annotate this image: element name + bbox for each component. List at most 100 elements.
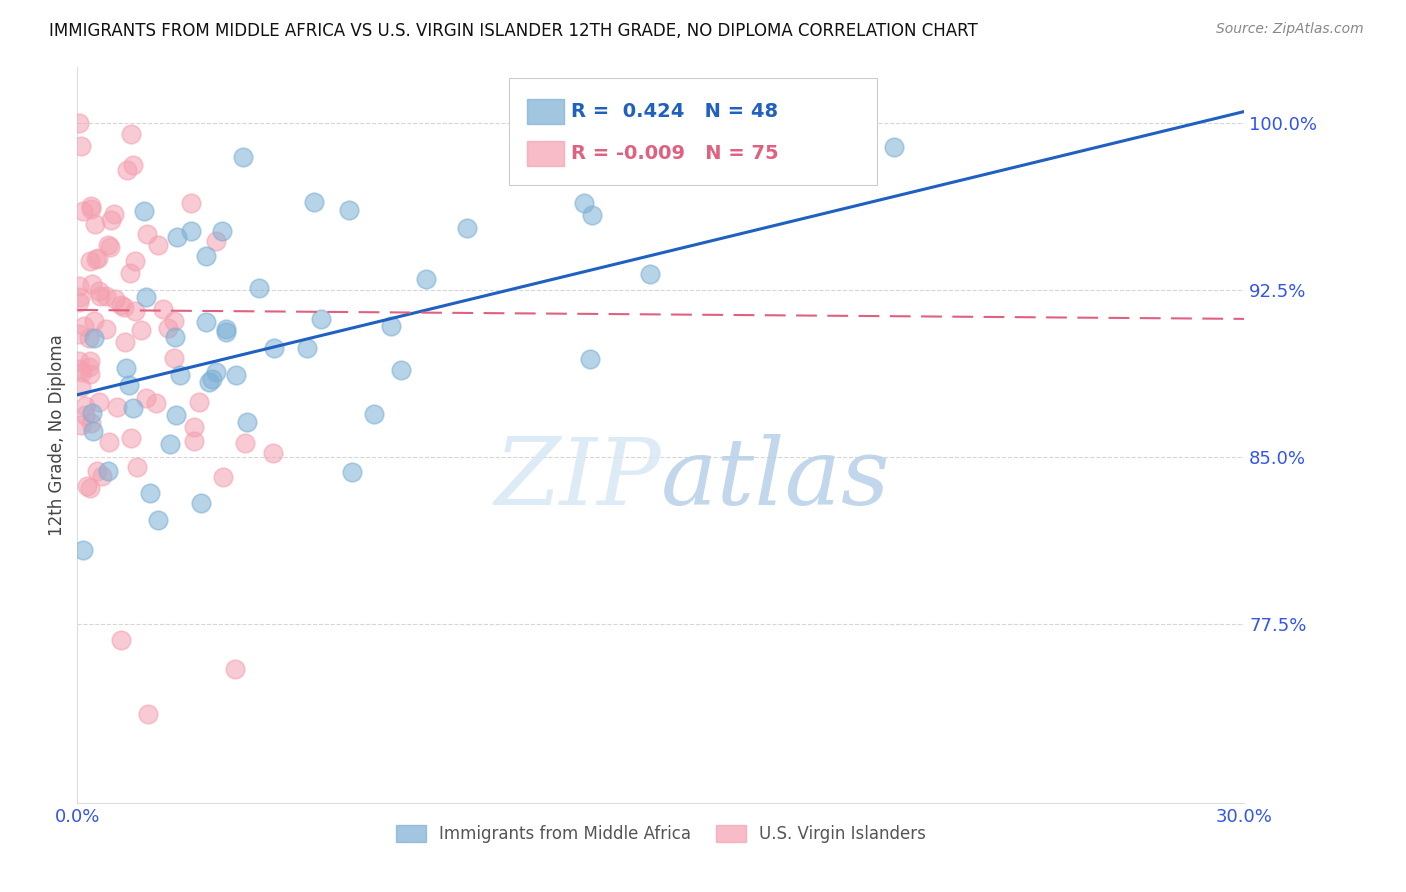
Point xyxy=(70,418,93,433)
Point xyxy=(135,290,157,304)
Point xyxy=(180,224,202,238)
Point xyxy=(165,408,187,422)
Point xyxy=(86,464,108,478)
Point xyxy=(389,363,412,377)
Point xyxy=(84,252,107,266)
Point xyxy=(76,478,98,492)
Point xyxy=(90,468,112,483)
Point xyxy=(98,239,121,253)
Point xyxy=(169,368,191,382)
Point xyxy=(73,409,96,423)
Point xyxy=(195,315,218,329)
Point xyxy=(67,279,90,293)
Point xyxy=(190,496,212,510)
Point xyxy=(456,220,478,235)
Point xyxy=(215,322,238,336)
Point xyxy=(131,323,153,337)
Point xyxy=(100,212,122,227)
Point xyxy=(183,420,205,434)
Point xyxy=(295,341,318,355)
Point xyxy=(145,396,167,410)
Text: atlas: atlas xyxy=(661,434,890,524)
Point xyxy=(114,335,136,350)
Point xyxy=(89,289,111,303)
Point xyxy=(67,294,90,309)
Point xyxy=(159,437,181,451)
Text: Source: ZipAtlas.com: Source: ZipAtlas.com xyxy=(1216,22,1364,37)
FancyBboxPatch shape xyxy=(509,78,877,185)
Point xyxy=(124,254,146,268)
Point xyxy=(79,254,101,268)
Point xyxy=(73,399,96,413)
Point xyxy=(183,434,205,448)
Point xyxy=(146,513,169,527)
Point xyxy=(84,217,107,231)
Point xyxy=(79,367,101,381)
Point xyxy=(69,361,91,376)
Point xyxy=(211,224,233,238)
Point xyxy=(70,365,93,379)
Point xyxy=(380,318,402,333)
Point xyxy=(79,199,101,213)
Point xyxy=(309,312,332,326)
Point xyxy=(224,662,246,676)
Point xyxy=(152,301,174,316)
Point xyxy=(581,208,603,222)
Point xyxy=(198,375,221,389)
Point xyxy=(110,298,132,312)
Point xyxy=(120,128,142,142)
Point xyxy=(195,249,218,263)
Point xyxy=(163,330,186,344)
Point xyxy=(69,290,91,304)
Point xyxy=(415,272,437,286)
Point xyxy=(136,227,159,242)
Point xyxy=(110,633,132,648)
Point xyxy=(87,395,110,409)
Point xyxy=(69,138,91,153)
Point xyxy=(97,238,120,252)
Point xyxy=(73,318,96,333)
Point xyxy=(134,204,156,219)
Point xyxy=(302,195,325,210)
Text: R =  0.424   N = 48: R = 0.424 N = 48 xyxy=(571,102,778,121)
Point xyxy=(82,277,104,292)
Point xyxy=(72,543,94,558)
Point xyxy=(97,435,120,450)
Point xyxy=(120,266,142,280)
Point xyxy=(263,341,285,355)
Text: IMMIGRANTS FROM MIDDLE AFRICA VS U.S. VIRGIN ISLANDER 12TH GRADE, NO DIPLOMA COR: IMMIGRANTS FROM MIDDLE AFRICA VS U.S. VI… xyxy=(49,22,979,40)
Point xyxy=(72,204,94,219)
Point xyxy=(262,446,284,460)
Point xyxy=(232,150,254,164)
Point xyxy=(121,158,143,172)
Point xyxy=(67,353,90,368)
Point xyxy=(707,115,730,129)
Point xyxy=(236,415,259,429)
Point xyxy=(205,366,228,380)
Point xyxy=(148,238,170,252)
Point xyxy=(233,436,256,450)
Point xyxy=(103,207,125,221)
Point xyxy=(83,331,105,345)
Point xyxy=(124,303,146,318)
Point xyxy=(180,196,202,211)
Point xyxy=(79,331,101,345)
Point xyxy=(120,431,142,445)
Point xyxy=(80,406,103,420)
Point xyxy=(87,284,110,298)
Point xyxy=(579,351,602,366)
Text: R = -0.009   N = 75: R = -0.009 N = 75 xyxy=(571,144,779,162)
Point xyxy=(247,281,270,295)
Point xyxy=(79,354,101,368)
Point xyxy=(67,115,90,129)
Point xyxy=(163,313,186,327)
Point xyxy=(94,288,117,302)
Point xyxy=(82,424,104,438)
Point xyxy=(157,320,180,334)
Point xyxy=(225,368,247,382)
Point xyxy=(112,301,135,315)
Point xyxy=(342,465,364,479)
Point xyxy=(136,706,159,721)
Point xyxy=(70,380,93,394)
Legend: Immigrants from Middle Africa, U.S. Virgin Islanders: Immigrants from Middle Africa, U.S. Virg… xyxy=(389,818,932,850)
